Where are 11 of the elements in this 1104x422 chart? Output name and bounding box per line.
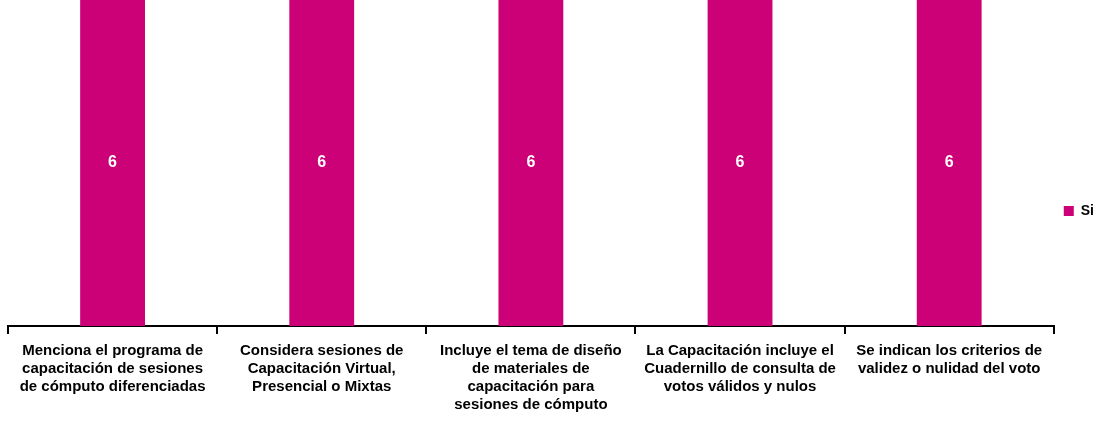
legend-label: Si bbox=[1080, 201, 1095, 218]
data-label: 6 bbox=[735, 153, 745, 171]
data-label: 6 bbox=[108, 153, 118, 171]
x-tick-label: Considera sesiones de Capacitación Virtual, Presencial o Mixtas bbox=[240, 341, 404, 395]
data-label: 6 bbox=[944, 153, 954, 171]
x-tick-label: Menciona el programa de capacitación de sesiones de cómputo diferenciadas bbox=[19, 341, 206, 395]
data-label: 6 bbox=[526, 153, 536, 171]
x-tick-label: Se indican los criterios de validez o nulidad del voto bbox=[856, 341, 1043, 377]
x-tick-label: La Capacitación incluye el Cuadernillo de consulta de votos válidos y nulos bbox=[644, 341, 836, 395]
x-tick-label: Incluye el tema de diseño de materiales de capacitación para sesiones de cómputo bbox=[440, 341, 622, 413]
data-label: 6 bbox=[317, 153, 327, 171]
